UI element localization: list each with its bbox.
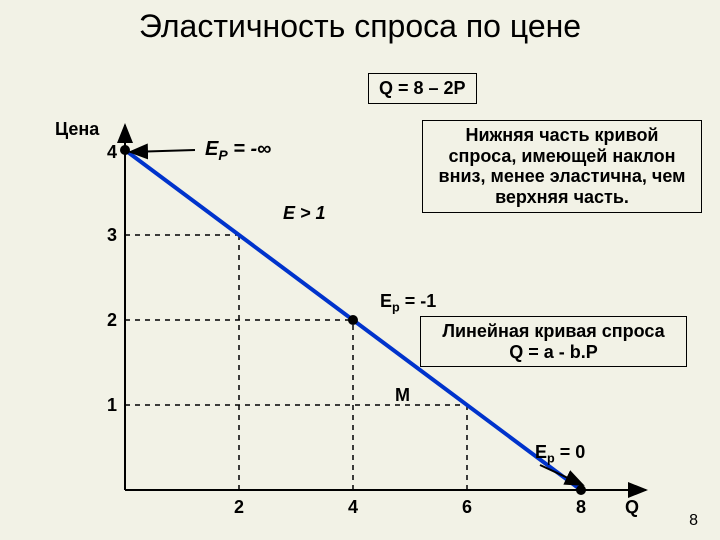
chart-svg <box>0 0 720 540</box>
label-e-gt-1: E > 1 <box>283 203 326 224</box>
note-box: Нижняя часть кривой спроса, имеющей накл… <box>422 120 702 213</box>
ytick-4: 4 <box>107 142 117 163</box>
xtick-6: 6 <box>462 497 472 518</box>
label-ep-zero: Ep = 0 <box>535 442 585 466</box>
linear-box: Линейная кривая спросаQ = a - b.P <box>420 316 687 367</box>
xtick-2: 2 <box>234 497 244 518</box>
ytick-3: 3 <box>107 225 117 246</box>
label-ep-neg1: Ep = -1 <box>380 291 436 315</box>
label-midpoint: M <box>395 385 410 406</box>
equation-box: Q = 8 – 2P <box>368 73 477 104</box>
axis-label-y: Цена <box>55 119 99 140</box>
label-ep-inf: EP = -∞ <box>205 138 271 163</box>
xtick-4: 4 <box>348 497 358 518</box>
axis-label-x: Q <box>625 497 639 518</box>
slide: Эластичность спроса по цене 8 Цена 4 3 2… <box>0 0 720 540</box>
xtick-8: 8 <box>576 497 586 518</box>
ytick-2: 2 <box>107 310 117 331</box>
ytick-1: 1 <box>107 395 117 416</box>
